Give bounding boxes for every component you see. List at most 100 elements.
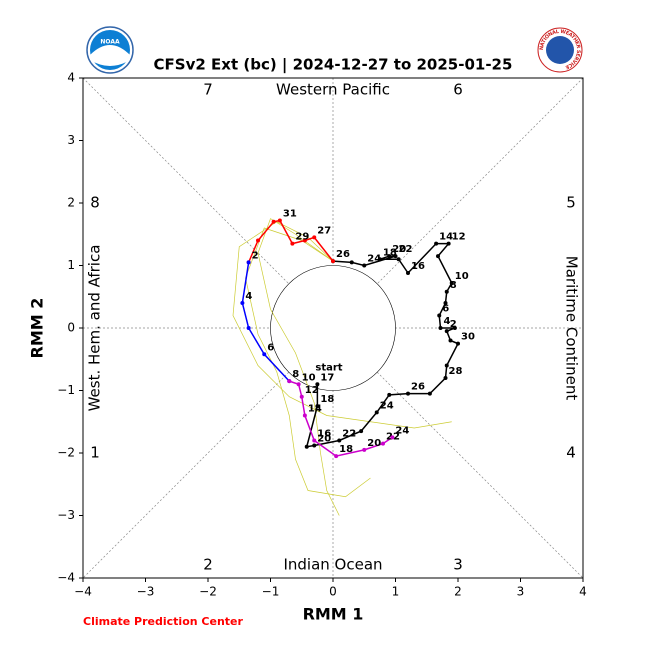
- point: [393, 254, 398, 259]
- y-axis-label: RMM 2: [28, 298, 47, 359]
- point: [448, 338, 453, 343]
- point: [359, 429, 364, 434]
- day-label: 10: [455, 271, 469, 282]
- day-label: 2: [450, 319, 457, 330]
- point: [406, 391, 410, 396]
- day-label: 18: [339, 444, 353, 455]
- point: [315, 404, 320, 409]
- region-label: Indian Ocean: [283, 556, 382, 574]
- point: [246, 326, 251, 330]
- phase-label: 8: [90, 194, 100, 212]
- chart-title: CFSv2 Ext (bc) | 2024-12-27 to 2025-01-2…: [154, 56, 513, 75]
- ensemble-line: [232, 221, 452, 429]
- point: [443, 376, 448, 380]
- day-label: 14: [439, 232, 453, 243]
- x-tick-label: 3: [517, 585, 525, 599]
- day-label: 20: [317, 434, 331, 445]
- day-label: 6: [267, 342, 274, 353]
- point: [446, 241, 451, 246]
- day-label: 24: [380, 400, 394, 411]
- phase-label: 5: [566, 194, 576, 212]
- ensemble-line: [245, 227, 371, 498]
- point: [312, 438, 317, 443]
- point: [374, 410, 379, 415]
- region-label: Western Pacific: [276, 81, 390, 99]
- day-label: 2: [252, 250, 259, 261]
- phase-label: 4: [566, 444, 576, 462]
- point: [387, 392, 392, 397]
- point: [262, 352, 267, 357]
- day-label: 16: [317, 429, 331, 440]
- x-axis-label: RMM 1: [303, 605, 364, 624]
- region-label: Maritime Continent: [563, 256, 581, 401]
- day-label: 14: [308, 404, 322, 415]
- phase-label: 2: [203, 556, 213, 574]
- point: [271, 219, 276, 224]
- day-label: 12: [452, 232, 466, 243]
- point: [396, 257, 401, 262]
- day-label: 26: [411, 382, 425, 393]
- point: [337, 438, 342, 443]
- noaa-logo: NOAA: [86, 26, 134, 74]
- phase-label: 6: [453, 81, 463, 99]
- point: [277, 218, 282, 223]
- x-tick-label: 0: [329, 585, 337, 599]
- x-tick-label: 2: [454, 585, 462, 599]
- phase-label: 1: [90, 444, 100, 462]
- day-label: 24: [367, 254, 381, 265]
- point: [449, 281, 454, 285]
- y-tick-label: −2: [57, 446, 75, 460]
- day-label: 27: [317, 225, 331, 236]
- y-tick-label: 0: [67, 321, 75, 335]
- day-label: 4: [245, 291, 252, 302]
- point: [452, 326, 457, 330]
- y-tick-label: 4: [67, 71, 75, 85]
- point: [362, 263, 367, 268]
- point: [290, 241, 295, 246]
- point: [296, 382, 301, 387]
- day-label: 12: [305, 385, 319, 396]
- start-label: start: [315, 362, 342, 373]
- day-label: 31: [283, 209, 297, 220]
- point: [246, 260, 251, 265]
- point: [427, 391, 432, 396]
- logo-disc: [546, 36, 574, 64]
- y-tick-label: 2: [67, 196, 75, 210]
- day-label: 30: [461, 332, 475, 343]
- logo-wave: [90, 45, 130, 66]
- point: [387, 254, 392, 259]
- unit-circle: [270, 265, 396, 391]
- y-tick-label: 1: [67, 258, 75, 272]
- day-label: 8: [292, 369, 299, 380]
- point: [315, 382, 320, 387]
- day-label: 17: [320, 372, 334, 383]
- point: [406, 271, 410, 275]
- day-label: 24: [395, 425, 409, 436]
- footer: Climate Prediction Center: [83, 615, 243, 628]
- trajectory-line: [305, 242, 460, 448]
- day-label: 10: [302, 372, 316, 383]
- point: [349, 260, 354, 265]
- point: [443, 301, 448, 305]
- point: [437, 313, 442, 318]
- x-tick-label: 4: [579, 585, 587, 599]
- phase-label: 3: [453, 556, 463, 574]
- x-tick-label: 1: [392, 585, 400, 599]
- point: [377, 257, 382, 262]
- day-label: 16: [411, 261, 425, 272]
- day-label: 20: [392, 244, 406, 255]
- point: [312, 443, 317, 448]
- point: [240, 301, 245, 305]
- day-label: 6: [442, 304, 449, 315]
- day-label: 18: [320, 394, 334, 405]
- x-tick-label: −2: [199, 585, 217, 599]
- point: [444, 329, 449, 334]
- point: [444, 363, 449, 368]
- day-label: 29: [295, 232, 309, 243]
- day-label: 8: [450, 280, 457, 291]
- point: [390, 435, 395, 440]
- phase-label: 7: [203, 81, 213, 99]
- day-label: 22: [342, 429, 356, 440]
- day-label: 4: [444, 316, 451, 327]
- point: [381, 441, 385, 446]
